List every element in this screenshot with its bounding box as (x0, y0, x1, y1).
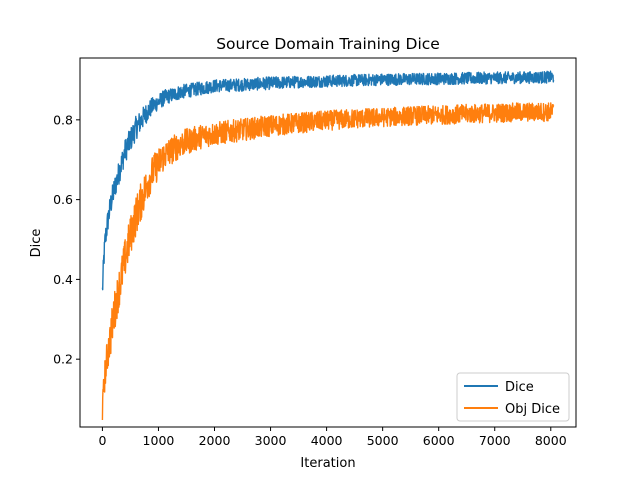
x-axis-ticks: 0 1000 2000 3000 4000 5000 6000 7000 8000 (98, 427, 567, 448)
legend-label-obj-dice: Obj Dice (505, 402, 560, 417)
x-tick-label: 4000 (311, 433, 343, 448)
series-line-dice (101, 70, 555, 291)
x-axis-label: Iteration (300, 456, 355, 471)
x-tick-label: 7000 (479, 433, 511, 448)
x-tick-label: 2000 (199, 433, 231, 448)
x-tick-label: 0 (98, 433, 106, 448)
plot-lines (101, 70, 555, 421)
x-tick-label: 3000 (255, 433, 287, 448)
legend-label-dice: Dice (505, 380, 534, 395)
chart-title: Source Domain Training Dice (216, 35, 440, 53)
x-tick-label: 5000 (367, 433, 399, 448)
y-tick-label: 0.8 (53, 112, 73, 127)
legend: Dice Obj Dice (456, 372, 570, 422)
y-tick-label: 0.4 (53, 272, 73, 287)
y-tick-label: 0.6 (53, 192, 73, 207)
plot-frame (79, 57, 577, 428)
x-tick-label: 6000 (423, 433, 455, 448)
y-tick-label: 0.2 (53, 352, 73, 367)
y-axis-label: Dice (29, 229, 44, 258)
x-tick-label: 1000 (143, 433, 175, 448)
series-line-obj-dice (101, 102, 555, 421)
x-tick-label: 8000 (535, 433, 567, 448)
y-axis-ticks: 0.2 0.4 0.6 0.8 (53, 112, 80, 367)
